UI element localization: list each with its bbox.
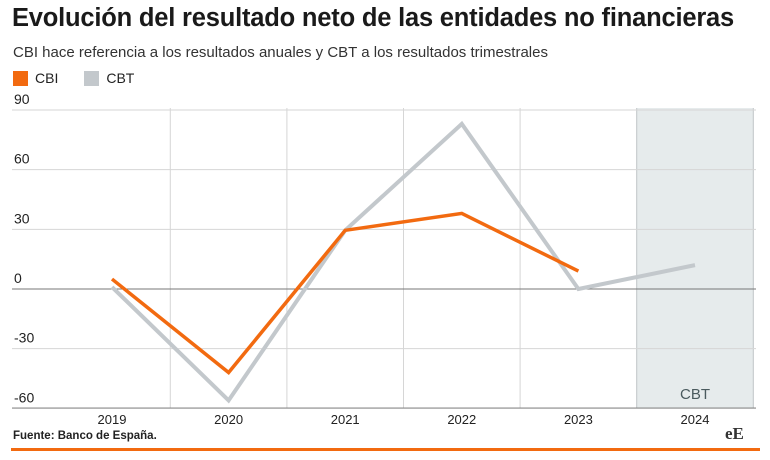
legend-item-cbi: CBI (13, 70, 58, 86)
shaded-region-cbt (636, 108, 754, 408)
publisher-logo: eE (725, 424, 744, 443)
x-tick-label: 2020 (214, 412, 243, 427)
legend: CBI CBT (13, 70, 160, 86)
legend-label-cbi: CBI (35, 70, 59, 86)
x-tick-label: 2019 (98, 412, 127, 427)
y-tick-label: 60 (14, 151, 30, 167)
y-tick-label: 30 (14, 210, 30, 226)
chart-title: Evolución del resultado neto de las enti… (12, 4, 735, 32)
chart-subtitle: CBI hace referencia a los resultados anu… (13, 44, 548, 61)
source-note: Fuente: Banco de España. (13, 430, 157, 442)
x-tick-label: 2021 (331, 412, 360, 427)
y-tick-label: -30 (14, 330, 34, 346)
x-tick-label: 2023 (564, 412, 593, 427)
x-tick-label: 2022 (447, 412, 476, 427)
legend-label-cbt: CBT (106, 70, 135, 86)
legend-swatch-cbt (84, 70, 100, 86)
y-tick-label: 90 (14, 91, 30, 107)
series-line-cbt (110, 120, 696, 404)
y-tick-label: 0 (14, 270, 22, 286)
bottom-accent-bar (11, 448, 760, 451)
legend-item-cbt: CBT (84, 70, 134, 86)
y-tick-label: -60 (14, 389, 34, 405)
shaded-region-label: CBT (680, 386, 710, 403)
legend-swatch-cbi (13, 70, 28, 86)
x-tick-label: 2024 (681, 412, 710, 427)
series-line-cbi (110, 211, 580, 375)
